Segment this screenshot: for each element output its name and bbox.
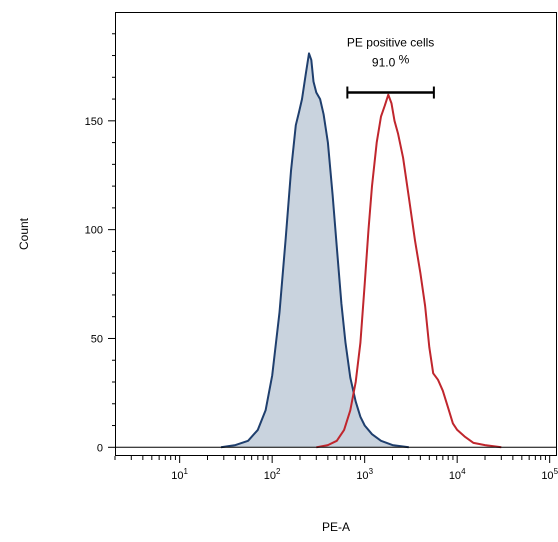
- y-tick-label: 100: [85, 225, 103, 237]
- gate-layer: PE positive cells 91.0 %: [346, 36, 435, 99]
- x-tick-exponent: 1: [184, 467, 189, 476]
- x-tick-label: 102: [264, 467, 281, 482]
- gate-percent: 91.0 %: [372, 53, 410, 70]
- x-tick-exponent: 4: [461, 467, 466, 476]
- y-axis-label: Count: [17, 217, 31, 250]
- y-tick-label: 150: [85, 116, 103, 128]
- plot-frame: [115, 12, 557, 456]
- x-tick-exponent: 2: [276, 467, 281, 476]
- series-layer: [115, 52, 557, 449]
- x-tick-label: 105: [541, 467, 558, 482]
- x-tick-label: 103: [356, 467, 373, 482]
- series-fill-0: [221, 53, 409, 448]
- y-tick-label: 0: [97, 442, 103, 454]
- series-line-1: [316, 93, 502, 449]
- series-line-0: [220, 52, 409, 449]
- gate-label: PE positive cells: [347, 36, 434, 50]
- gate-percent-symbol: %: [399, 53, 410, 67]
- x-tick-exponent: 3: [369, 467, 374, 476]
- x-tick-label: 101: [171, 467, 188, 482]
- y-tick-label: 50: [91, 333, 103, 345]
- x-tick-label: 104: [449, 467, 466, 482]
- x-tick-exponent: 5: [554, 467, 558, 476]
- x-axis-label: PE-A: [322, 520, 350, 534]
